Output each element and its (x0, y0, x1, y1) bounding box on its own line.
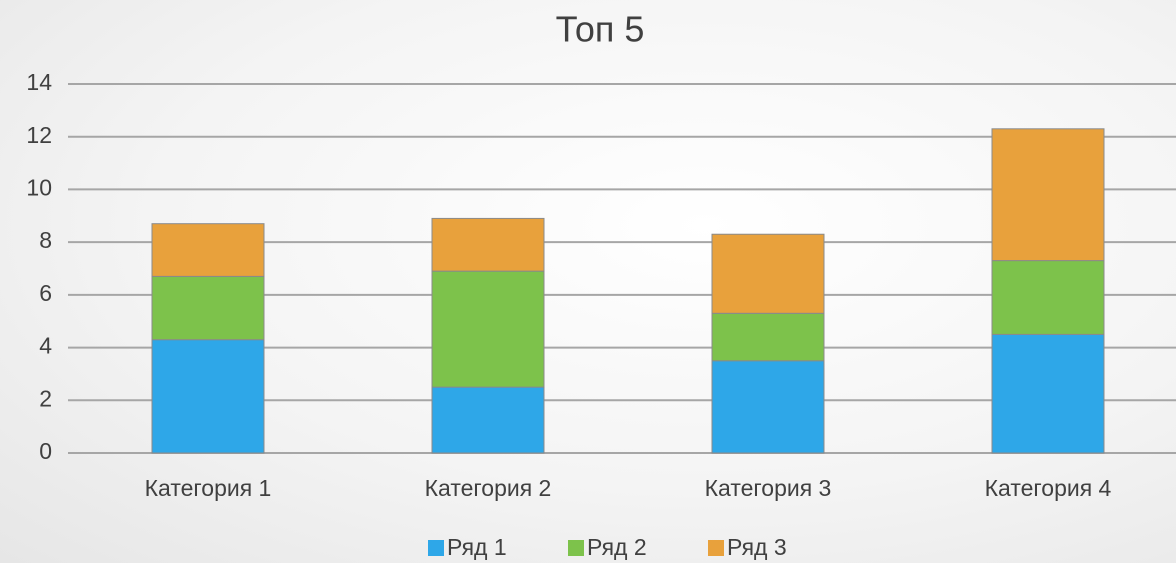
legend-label: Ряд 1 (447, 534, 507, 560)
y-tick-label: 2 (39, 385, 52, 411)
bar-segment (711, 360, 825, 454)
bar-segment (151, 339, 265, 454)
y-tick-label: 0 (39, 438, 52, 464)
y-tick-label: 10 (26, 175, 52, 201)
bar-segment (991, 333, 1105, 454)
bar-segment (431, 270, 545, 388)
bar-segment (991, 128, 1105, 262)
y-tick-label: 8 (39, 227, 52, 253)
y-tick-label: 6 (39, 280, 52, 306)
bar-segment (151, 223, 265, 277)
bar-segment (151, 275, 265, 341)
bar-segment (711, 233, 825, 314)
legend-label: Ряд 3 (727, 534, 787, 560)
bar-segment (431, 386, 545, 454)
x-tick-label: Категория 1 (145, 475, 272, 501)
x-tick-label: Категория 2 (425, 475, 552, 501)
y-tick-label: 12 (26, 122, 52, 148)
x-tick-label: Категория 3 (705, 475, 832, 501)
legend-label: Ряд 2 (587, 534, 647, 560)
bar-segment (431, 217, 545, 272)
y-tick-label: 4 (39, 333, 52, 359)
legend-swatch (568, 540, 584, 556)
x-tick-label: Категория 4 (985, 475, 1112, 501)
y-tick-label: 14 (26, 69, 52, 95)
chart-title: Топ 5 (556, 9, 645, 50)
legend-swatch (428, 540, 444, 556)
legend-swatch (708, 540, 724, 556)
bar-segment (991, 260, 1105, 335)
bar-segment (711, 312, 825, 362)
